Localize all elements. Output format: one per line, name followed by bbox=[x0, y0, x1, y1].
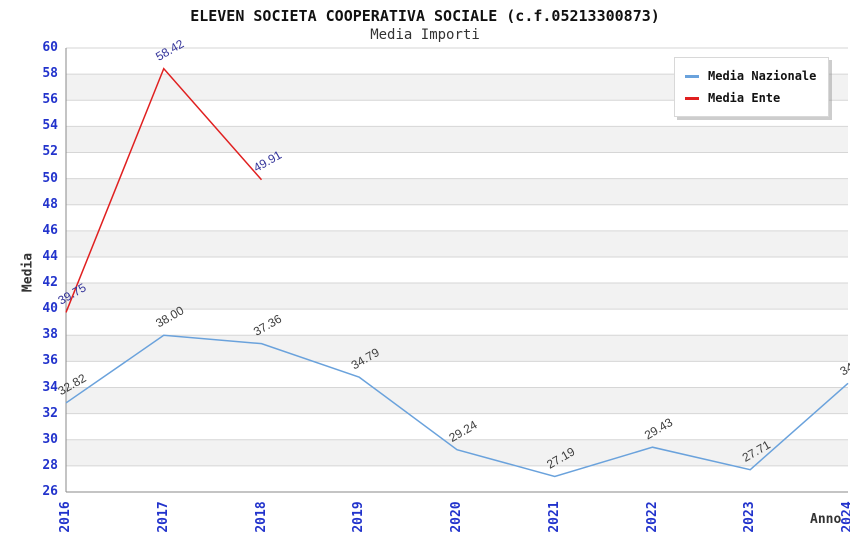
legend-line-marker bbox=[685, 74, 699, 78]
x-tick-label: 2020 bbox=[449, 501, 464, 533]
x-tick-label: 2024 bbox=[840, 501, 850, 533]
background-band bbox=[66, 126, 848, 153]
y-tick-label: 38 bbox=[42, 327, 58, 343]
y-tick-label: 30 bbox=[42, 431, 58, 447]
x-axis-label: Anno bbox=[810, 512, 842, 527]
background-band bbox=[66, 465, 848, 492]
x-tick-label: 2016 bbox=[58, 501, 73, 533]
y-tick-label: 40 bbox=[42, 301, 58, 317]
y-tick-label: 60 bbox=[42, 40, 58, 55]
y-tick-label: 54 bbox=[42, 118, 58, 134]
background-band bbox=[66, 230, 848, 257]
background-band bbox=[66, 361, 848, 388]
y-tick-label: 28 bbox=[42, 457, 58, 473]
background-band bbox=[66, 309, 848, 336]
y-tick-label: 58 bbox=[42, 66, 58, 82]
y-tick-label: 42 bbox=[42, 275, 58, 291]
legend-line-marker bbox=[685, 96, 699, 100]
y-tick-label: 36 bbox=[42, 353, 58, 369]
x-tick-label: 2017 bbox=[155, 501, 171, 533]
legend: Media Nazionale Media Ente bbox=[674, 57, 830, 117]
legend-item: Media Nazionale bbox=[685, 65, 816, 87]
legend-label: Media Nazionale bbox=[708, 69, 817, 83]
y-tick-label: 34 bbox=[42, 379, 58, 395]
y-tick-label: 48 bbox=[42, 196, 58, 212]
background-band bbox=[66, 152, 848, 179]
y-axis-label: Media bbox=[20, 252, 36, 293]
y-tick-label: 26 bbox=[42, 484, 58, 499]
x-tick-label: 2023 bbox=[742, 501, 758, 533]
background-band bbox=[66, 256, 848, 284]
background-band bbox=[66, 283, 848, 310]
x-tick-label: 2018 bbox=[253, 501, 269, 533]
background-band bbox=[66, 178, 848, 205]
background-band bbox=[66, 413, 848, 440]
chart-subtitle: Media Importi bbox=[370, 27, 480, 43]
x-tick-label: 2019 bbox=[351, 501, 367, 533]
background-band bbox=[66, 335, 848, 362]
media-nazionale-line bbox=[65, 334, 849, 478]
y-tick-label: 32 bbox=[42, 405, 58, 421]
y-tick-label: 46 bbox=[42, 222, 58, 238]
chart-title: ELEVEN SOCIETA COOPERATIVA SOCIALE (c.f.… bbox=[190, 7, 660, 25]
y-tick-label: 44 bbox=[42, 248, 58, 264]
media-ente-line bbox=[65, 67, 263, 313]
legend-item: Media Ente bbox=[685, 87, 816, 109]
background-band bbox=[66, 387, 848, 414]
background-band bbox=[66, 439, 848, 466]
background-band bbox=[66, 204, 848, 231]
x-tick-label: 2022 bbox=[644, 501, 660, 533]
legend-label: Media Ente bbox=[708, 91, 781, 105]
y-tick-label: 56 bbox=[42, 92, 58, 108]
y-tick-label: 52 bbox=[42, 144, 58, 160]
y-tick-label: 50 bbox=[42, 170, 58, 186]
x-tick-label: 2021 bbox=[546, 501, 562, 533]
